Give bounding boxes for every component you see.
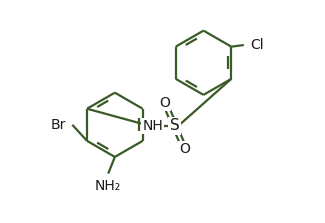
Text: O: O: [179, 142, 190, 156]
Text: Br: Br: [51, 118, 66, 132]
Text: NH: NH: [142, 119, 163, 133]
Text: O: O: [159, 96, 170, 110]
Text: S: S: [170, 118, 180, 133]
Text: Cl: Cl: [250, 38, 264, 52]
Text: NH₂: NH₂: [95, 179, 121, 193]
